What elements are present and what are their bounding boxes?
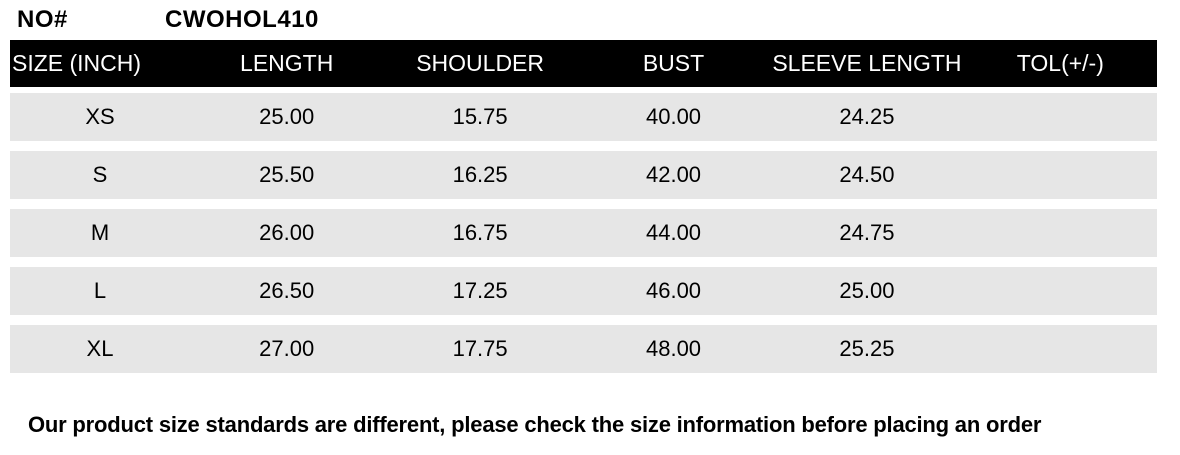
cell-length: 25.50 [259, 162, 315, 187]
cell-bust: 48.00 [645, 336, 702, 361]
cell-sleeve-length: 25.25 [839, 336, 895, 361]
cell-shoulder: 15.75 [452, 104, 508, 129]
table-row: XL 27.00 17.75 48.00 25.25 [10, 325, 1157, 373]
product-code: CWOHOL410 [165, 6, 319, 33]
cell-size: L [93, 278, 107, 303]
table-row: L 26.50 17.25 46.00 25.00 [10, 267, 1157, 315]
cell-bust: 42.00 [645, 162, 702, 187]
cell-length: 25.00 [259, 104, 315, 129]
column-header-length: LENGTH [240, 50, 334, 76]
table-row: XS 25.00 15.75 40.00 24.25 [10, 93, 1157, 141]
cell-sleeve-length: 24.75 [839, 220, 895, 245]
column-header-tolerance: TOL(+/-) [1016, 50, 1104, 76]
cell-sleeve-length: 24.25 [839, 104, 895, 129]
column-header-bust: BUST [642, 50, 705, 76]
no-label: NO# [17, 6, 68, 33]
cell-shoulder: 16.75 [452, 220, 508, 245]
cell-sleeve-length: 24.50 [839, 162, 895, 187]
cell-length: 26.00 [259, 220, 315, 245]
cell-size: XL [86, 336, 114, 361]
table-row: M 26.00 16.75 44.00 24.75 [10, 209, 1157, 257]
cell-size: M [90, 220, 110, 245]
size-table-header-row: SIZE (INCH) LENGTH SHOULDER BUST SLEEVE … [10, 40, 1157, 87]
cell-bust: 46.00 [645, 278, 702, 303]
size-table: SIZE (INCH) LENGTH SHOULDER BUST SLEEVE … [10, 40, 1157, 383]
cell-size: XS [85, 104, 115, 129]
cell-bust: 40.00 [645, 104, 702, 129]
size-table-body: XS 25.00 15.75 40.00 24.25 S 25.50 16.25 42.00 24… [10, 93, 1157, 373]
table-row: S 25.50 16.25 42.00 24.50 [10, 151, 1157, 199]
cell-bust: 44.00 [645, 220, 702, 245]
column-header-size: SIZE (INCH) [12, 50, 142, 76]
column-header-shoulder: SHOULDER [416, 50, 545, 76]
size-note: Our product size standards are different… [28, 412, 1042, 437]
cell-length: 26.50 [259, 278, 315, 303]
cell-length: 27.00 [259, 336, 315, 361]
cell-size: S [92, 162, 108, 187]
cell-sleeve-length: 25.00 [839, 278, 895, 303]
column-header-sleeve-length: SLEEVE LENGTH [772, 50, 962, 76]
cell-shoulder: 17.25 [452, 278, 508, 303]
cell-shoulder: 17.75 [452, 336, 508, 361]
cell-shoulder: 16.25 [452, 162, 508, 187]
